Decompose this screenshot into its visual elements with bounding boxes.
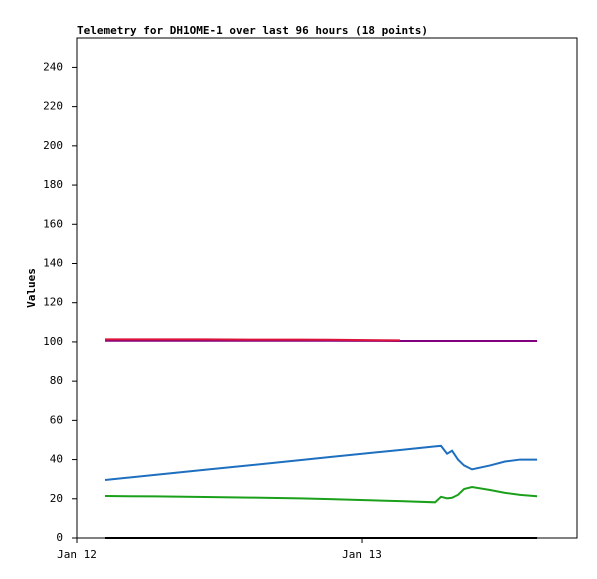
x-tick-label: Jan 13 (342, 548, 382, 561)
y-tick-label: 60 (50, 413, 63, 426)
y-tick-label: 240 (43, 60, 63, 73)
x-tick-label: Jan 12 (57, 548, 97, 561)
y-tick-label: 200 (43, 139, 63, 152)
series-line (105, 486, 538, 504)
series-line (104, 444, 538, 481)
y-tick-label: 0 (56, 531, 63, 544)
y-tick-label: 120 (43, 296, 63, 309)
y-tick-label: 40 (50, 453, 63, 466)
y-tick-label: 140 (43, 256, 63, 269)
y-tick-label: 100 (43, 335, 63, 348)
y-tick-label: 220 (43, 100, 63, 113)
y-tick-label: 80 (50, 374, 63, 387)
y-tick-label: 20 (50, 492, 63, 505)
chart-title: Telemetry for DH1OME-1 over last 96 hour… (77, 24, 428, 37)
y-tick-label: 160 (43, 217, 63, 230)
series-line (105, 338, 401, 342)
y-tick-label: 180 (43, 178, 63, 191)
y-axis-label: Values (25, 268, 38, 308)
